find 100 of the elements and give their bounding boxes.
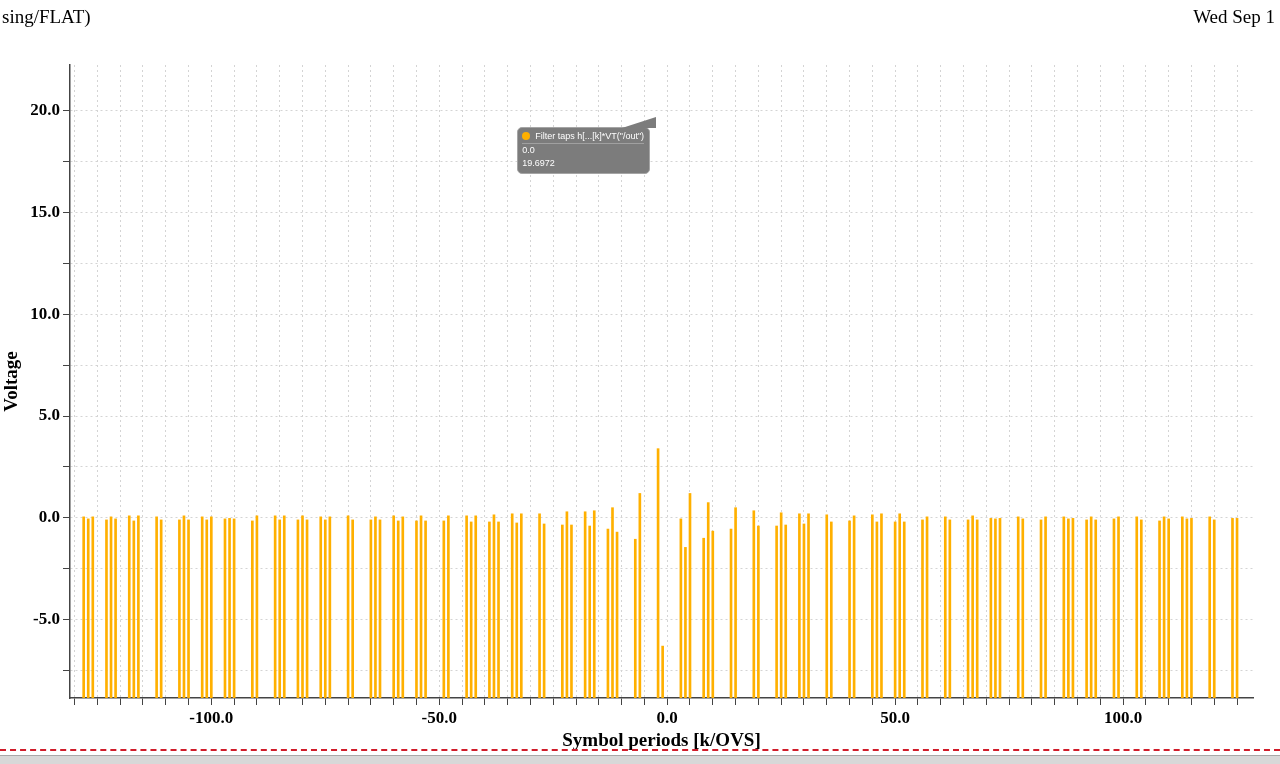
bar bbox=[975, 519, 979, 698]
bar bbox=[1044, 516, 1047, 698]
y-tick-label: 20.0 bbox=[30, 100, 60, 120]
bar bbox=[319, 516, 323, 698]
bar bbox=[1212, 519, 1216, 698]
bar bbox=[442, 520, 446, 698]
bar bbox=[775, 525, 778, 698]
bar bbox=[734, 507, 737, 698]
x-tick-label: 100.0 bbox=[1103, 707, 1143, 727]
bar bbox=[1139, 519, 1143, 698]
y-tick-label: 15.0 bbox=[30, 201, 60, 221]
bar bbox=[752, 510, 756, 698]
x-axis-title: Symbol periods [k/OVS] bbox=[562, 728, 761, 750]
bar bbox=[159, 519, 163, 698]
bar bbox=[209, 516, 213, 698]
bar bbox=[706, 502, 710, 698]
bar bbox=[205, 519, 209, 698]
bar bbox=[488, 521, 491, 698]
y-tick-label: -5.0 bbox=[33, 609, 60, 629]
bar bbox=[82, 516, 86, 698]
bar bbox=[465, 515, 468, 698]
bar bbox=[943, 516, 947, 698]
bar bbox=[1021, 518, 1025, 698]
bar bbox=[1067, 518, 1070, 698]
bar bbox=[1062, 516, 1066, 698]
bar bbox=[155, 516, 158, 698]
bar bbox=[880, 513, 883, 698]
bar bbox=[114, 518, 117, 698]
bar bbox=[510, 513, 514, 698]
bar bbox=[1094, 519, 1098, 698]
bar bbox=[757, 525, 760, 698]
bar bbox=[137, 515, 140, 698]
y-tick-label: 0.0 bbox=[38, 507, 60, 527]
bar bbox=[91, 516, 95, 698]
bar bbox=[323, 519, 327, 698]
bar bbox=[392, 515, 395, 698]
bar bbox=[1016, 516, 1020, 698]
bar bbox=[351, 519, 354, 698]
bar bbox=[921, 519, 924, 698]
bar bbox=[424, 520, 427, 698]
bar bbox=[1231, 518, 1234, 698]
bar bbox=[1167, 518, 1170, 698]
bar bbox=[684, 547, 687, 698]
bar bbox=[401, 516, 405, 698]
y-axis-title: Voltage bbox=[0, 351, 22, 412]
bar bbox=[902, 521, 906, 698]
bar bbox=[519, 513, 523, 698]
bar bbox=[497, 521, 500, 698]
legend-label: Filter taps h[...[k]*VT("/out") bbox=[535, 131, 645, 142]
bar bbox=[570, 524, 573, 698]
bar bbox=[1208, 516, 1212, 698]
bar bbox=[1135, 516, 1139, 698]
bar bbox=[132, 520, 136, 698]
bar bbox=[86, 518, 90, 698]
bar bbox=[374, 516, 377, 698]
bar bbox=[251, 520, 254, 698]
x-tick-label: -50.0 bbox=[421, 707, 457, 727]
bar bbox=[282, 515, 286, 698]
bar bbox=[1181, 516, 1184, 698]
bar bbox=[611, 507, 614, 698]
bar bbox=[447, 515, 450, 698]
bar bbox=[187, 519, 190, 698]
chart-title: sing/FLAT) bbox=[2, 5, 91, 28]
annotation: 19.6972 bbox=[522, 157, 556, 171]
bar bbox=[588, 525, 592, 698]
bar bbox=[702, 537, 705, 698]
bar bbox=[301, 515, 304, 698]
bar bbox=[971, 515, 974, 698]
x-tick-label: -100.0 bbox=[189, 707, 234, 727]
bar bbox=[994, 518, 997, 698]
bar bbox=[396, 520, 400, 698]
bar bbox=[200, 516, 204, 698]
bar bbox=[1117, 516, 1120, 698]
y-tick-label: 10.0 bbox=[30, 303, 60, 323]
x-tick-label: 50.0 bbox=[880, 707, 911, 727]
bar bbox=[848, 520, 851, 698]
bar bbox=[784, 524, 788, 698]
bar bbox=[661, 645, 664, 698]
y-tick-label: 5.0 bbox=[38, 405, 60, 425]
bar bbox=[1190, 518, 1193, 698]
bar bbox=[1158, 520, 1161, 698]
x-tick-label: 0.0 bbox=[656, 707, 678, 727]
bar bbox=[592, 510, 596, 698]
bar bbox=[871, 514, 874, 698]
bar bbox=[829, 521, 833, 698]
bar bbox=[898, 513, 902, 698]
text: Wed Sep 1 bbox=[1193, 5, 1275, 27]
bar bbox=[807, 513, 810, 698]
bar bbox=[633, 538, 637, 698]
bar bbox=[178, 519, 181, 698]
bar bbox=[474, 515, 478, 698]
bar bbox=[278, 519, 282, 698]
bar bbox=[538, 513, 541, 698]
bar bbox=[415, 520, 418, 698]
bar bbox=[561, 524, 564, 698]
bar bbox=[825, 514, 829, 698]
bar bbox=[228, 518, 231, 698]
bar bbox=[798, 513, 801, 698]
annotation: 0.0 bbox=[522, 144, 536, 158]
bar bbox=[127, 515, 131, 698]
